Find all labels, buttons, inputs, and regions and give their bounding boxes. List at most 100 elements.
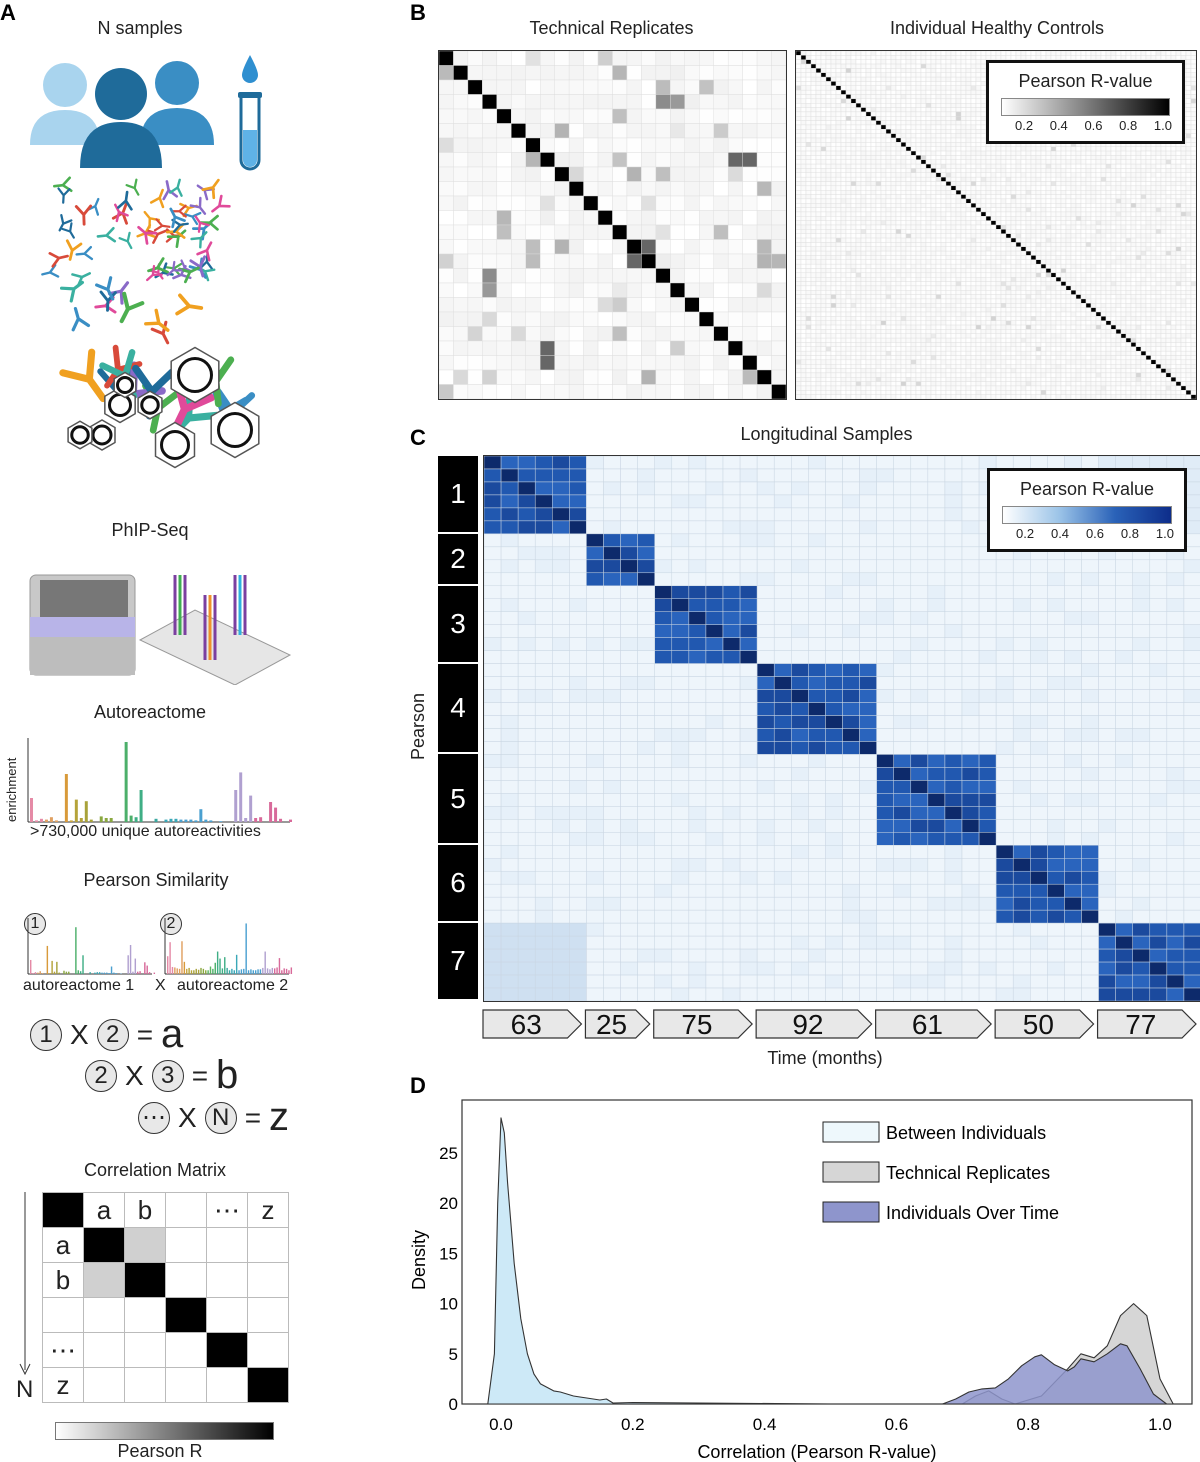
- heatmap-cell: [684, 239, 700, 255]
- heatmap-cell: [1010, 255, 1017, 260]
- heatmap-cell: [641, 326, 657, 342]
- heatmap-cell: [925, 163, 932, 169]
- heatmap-cell: [800, 242, 807, 247]
- heatmap-cell: [670, 137, 685, 153]
- heatmap-cell: [825, 63, 832, 69]
- heatmap-cell: [950, 229, 957, 234]
- heatmap-cell: [1115, 224, 1122, 230]
- heatmap-cell: [1055, 172, 1062, 178]
- heatmap-cell: [1105, 155, 1112, 160]
- heatmap-cell: [1190, 181, 1196, 187]
- heatmap-cell: [985, 246, 992, 252]
- heatmap-cell: [850, 116, 857, 121]
- heatmap-cell: [1110, 237, 1117, 243]
- heatmap-cell: [900, 103, 907, 108]
- heatmap-cell: [796, 163, 802, 169]
- matrix-cell: [165, 1367, 207, 1403]
- heatmap-cell: [1165, 150, 1172, 156]
- heatmap-cell: [1100, 229, 1107, 234]
- heatmap-cell: [905, 229, 912, 234]
- heatmap-cell: [583, 282, 599, 298]
- heatmap-cell: [525, 108, 541, 124]
- heatmap-cell: [1020, 250, 1027, 256]
- heatmap-cell: [1015, 255, 1022, 260]
- heatmap-cell: [756, 384, 772, 399]
- enrichment-bar: [176, 968, 178, 974]
- heatmap-cell: [845, 250, 852, 256]
- heatmap-cell: [1130, 146, 1137, 152]
- heatmap-cell: [670, 268, 685, 284]
- heatmap-cell: [865, 207, 872, 213]
- heatmap-cell: [1045, 194, 1052, 200]
- heatmap-cell: [955, 129, 962, 134]
- heatmap-cell: [699, 297, 714, 313]
- heatmap-cell: [1095, 189, 1102, 195]
- heatmap-cell: [554, 195, 570, 211]
- heatmap-cell: [1190, 81, 1196, 87]
- heatmap-cell: [1015, 268, 1022, 274]
- antibody-icon: [71, 306, 91, 332]
- heatmap-cell: [990, 189, 997, 195]
- heatmap-cell: [915, 107, 922, 113]
- heatmap-cell: [960, 203, 967, 208]
- heatmap-cell: [885, 189, 892, 195]
- heatmap-cell: [1130, 159, 1137, 165]
- heatmap-cell: [626, 166, 642, 182]
- heatmap-cell: [830, 176, 837, 182]
- heatmap-cell: [835, 146, 842, 152]
- heatmap-cell: [980, 216, 987, 221]
- heatmap-cell: [496, 297, 512, 313]
- heatmap-cell: [554, 224, 570, 240]
- heatmap-cell: [815, 94, 822, 100]
- heatmap-cell: [835, 268, 842, 274]
- heatmap-cell: [880, 255, 887, 260]
- heatmap-cell: [940, 120, 947, 126]
- heatmap-cell: [860, 211, 867, 217]
- heatmap-cell: [796, 194, 802, 200]
- heatmap-cell: [880, 242, 887, 247]
- heatmap-cell: [655, 355, 671, 371]
- matrix-cell: [124, 1227, 166, 1263]
- heatmap-cell: [920, 246, 927, 252]
- heatmap-cell: [815, 189, 822, 195]
- enrichment-bar: [65, 971, 68, 974]
- heatmap-cell: [890, 163, 897, 169]
- heatmap-cell: [1105, 255, 1112, 260]
- heatmap-cell: [771, 326, 786, 342]
- heatmap-cell: [930, 233, 937, 239]
- heatmap-cell: [855, 237, 862, 243]
- heatmap-cell: [1185, 98, 1192, 104]
- heatmap-cell: [511, 253, 526, 269]
- antibody-icon: [168, 178, 183, 197]
- heatmap-cell: [885, 81, 892, 87]
- heatmap-cell: [771, 239, 786, 255]
- heatmap-cell: [830, 216, 837, 221]
- heatmap-cell: [945, 185, 952, 191]
- heatmap-cell: [1140, 237, 1147, 243]
- antibody-icon: [114, 203, 129, 223]
- heatmap-cell: [540, 253, 555, 269]
- heatmap-cell: [870, 59, 877, 65]
- heatmap-cell: [990, 259, 997, 265]
- heatmap-cell: [820, 155, 827, 160]
- heatmap-cell: [1000, 263, 1007, 269]
- heatmap-cell: [1030, 51, 1037, 56]
- heatmap-cell: [1125, 246, 1132, 252]
- heatmap-cell: [1115, 268, 1122, 274]
- heatmap-cell: [880, 81, 887, 87]
- heatmap-cell: [684, 94, 700, 110]
- heatmap-cell: [800, 224, 807, 230]
- heatmap-cell: [670, 166, 685, 182]
- autoreactome-1-chart: [27, 918, 156, 975]
- heatmap-cell: [1160, 211, 1167, 217]
- heatmap-cell: [915, 142, 922, 147]
- heatmap-cell: [800, 72, 807, 78]
- heatmap-cell: [820, 107, 827, 113]
- heatmap-cell: [880, 159, 887, 165]
- heatmap-cell: [875, 263, 882, 269]
- heatmap-cell: [925, 116, 932, 121]
- heatmap-cell: [850, 150, 857, 156]
- heatmap-cell: [727, 369, 743, 385]
- heatmap-cell: [805, 198, 812, 204]
- heatmap-cell: [880, 246, 887, 252]
